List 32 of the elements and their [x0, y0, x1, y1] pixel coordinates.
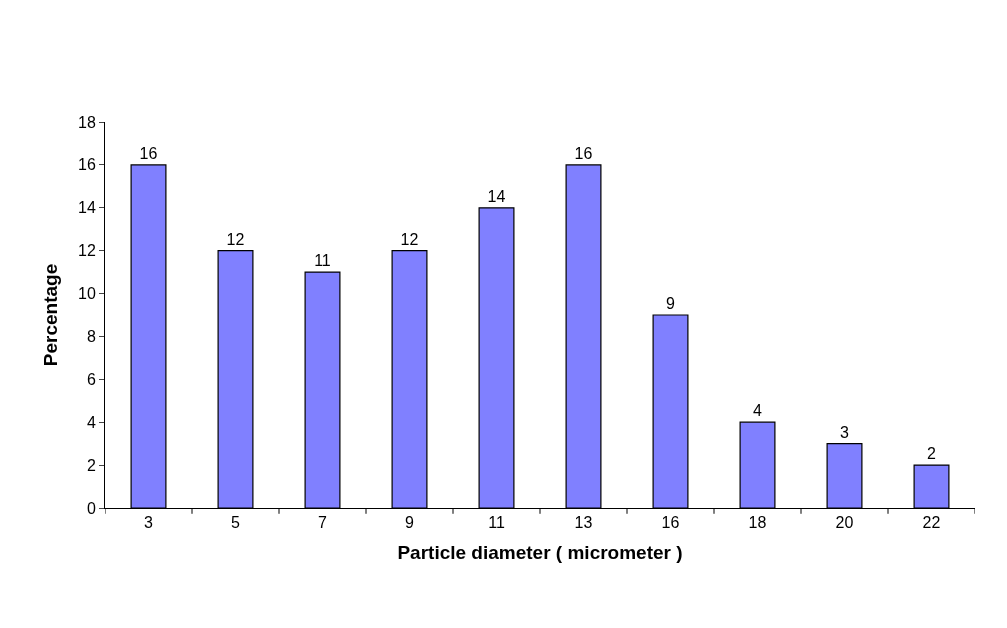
data-label: 11	[314, 252, 331, 270]
y-axis-title: Percentage	[39, 263, 61, 367]
y-tick-label: 16	[78, 156, 96, 174]
x-tick-label: 11	[488, 514, 505, 532]
data-label: 16	[574, 144, 593, 162]
y-tick-label: 18	[78, 113, 96, 131]
y-tick-label: 12	[78, 242, 96, 260]
data-label: 12	[226, 230, 245, 248]
data-label: 2	[927, 445, 936, 463]
data-label: 9	[666, 295, 675, 312]
data-label: 14	[487, 187, 506, 205]
y-tick-label: 10	[78, 285, 96, 303]
x-tick-label: 3	[144, 514, 154, 532]
data-label: 16	[139, 144, 158, 162]
x-tick-label: 18	[748, 514, 767, 532]
data-label: 3	[840, 423, 849, 441]
data-label: 12	[400, 230, 419, 248]
y-tick-label: 4	[86, 413, 96, 431]
x-tick-label: 9	[405, 514, 415, 532]
y-tick-label: 6	[86, 370, 96, 388]
data-label: 4	[753, 402, 762, 420]
x-tick-label: 7	[318, 514, 328, 532]
x-axis-title: Particle diameter ( micrometer )	[397, 542, 683, 563]
x-tick-label: 16	[661, 514, 680, 532]
x-tick-label: 5	[231, 514, 241, 532]
y-tick-label: 14	[78, 199, 96, 217]
y-tick-label: 0	[86, 499, 96, 517]
x-tick-label: 20	[835, 514, 854, 532]
x-tick-label: 22	[922, 514, 941, 532]
y-tick-label: 2	[86, 456, 96, 474]
y-tick-label: 8	[86, 328, 96, 346]
x-tick-label: 13	[574, 514, 593, 532]
